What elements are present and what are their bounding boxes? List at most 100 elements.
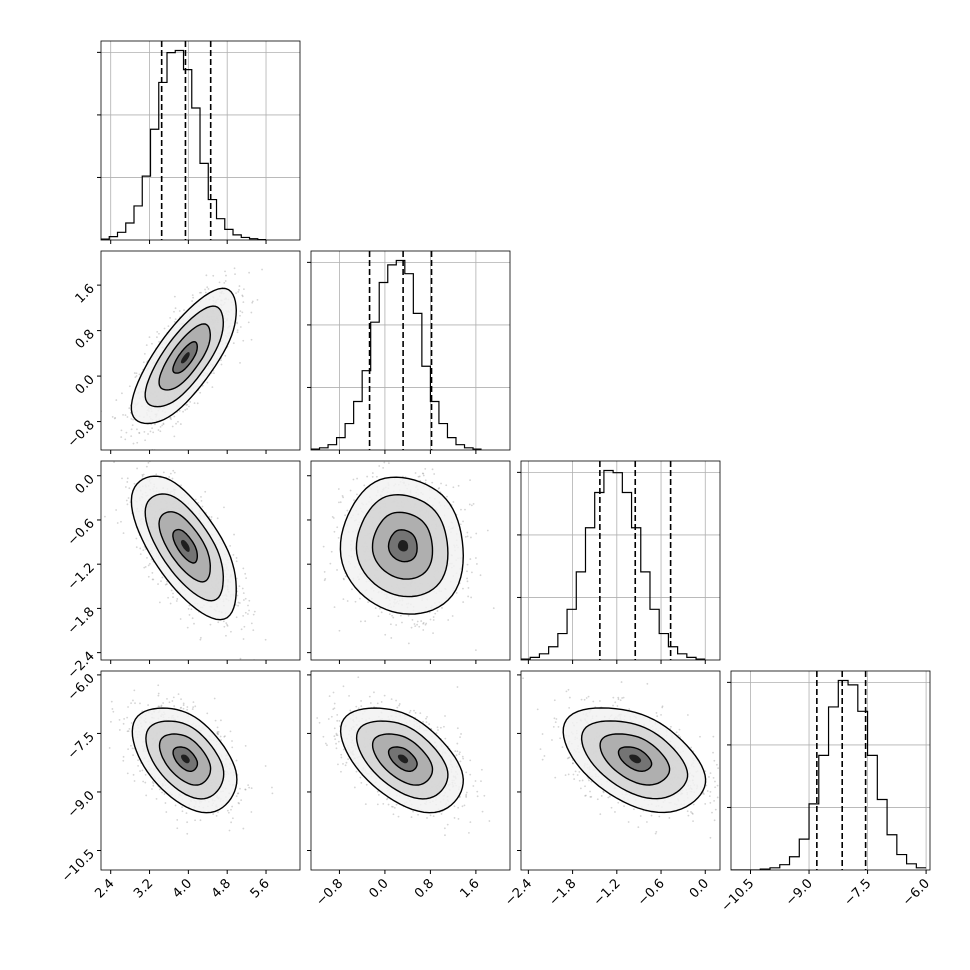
pair-2-0-point [191,617,194,620]
pair-1-0-point [151,342,153,345]
pair-2-1 [307,454,511,664]
pair-2-0-point [240,628,243,631]
hist-3-x-tick-label-1: −9.0 [783,876,816,909]
pair-1-0-point [178,310,181,312]
pair-1-0-point [239,314,241,317]
pair-1-0-point [111,415,114,418]
pair-2-1-point [422,472,425,475]
pair-1-0-y-tick-label-0: −0.8 [65,418,98,451]
pair-2-1-point [416,620,419,623]
pair-2-1-point [466,580,469,583]
pair-1-0-point [205,274,208,277]
pair-3-0-point [163,793,166,795]
pair-1-0-point [130,463,132,465]
pair-2-0-point [135,546,138,549]
pair-1-0-point [185,404,188,406]
pair-1-0-point [200,291,202,294]
pair-3-0: −10.5−9.0−7.5−6.02.4 3.2 4.0 4.8 5.6 [59,670,301,901]
pair-1-0-point [207,288,210,290]
pair-2-0-point [233,533,235,536]
pair-1-0-point [173,320,176,323]
pair-2-0-point [151,578,154,581]
pair-2-0-point [121,477,123,480]
pair-2-0-point [138,455,140,457]
hist-2-frame [520,460,721,661]
pair-2-1-point [464,536,467,538]
pair-2-1-point [479,574,482,577]
pair-2-0-point [172,469,175,472]
pair-2-0-point [176,598,179,600]
pair-3-0-point [231,817,234,820]
pair-1-0-point [142,361,145,364]
pair-2-0-point [115,509,118,511]
pair-2-1-point [371,476,374,478]
pair-2-0-point [141,475,144,478]
pair-1-0-point [206,286,209,289]
pair-1-0-point [158,340,161,343]
pair-2-0-point [135,537,138,540]
pair-1-0-point [173,435,176,438]
pair-2-0-point [242,592,245,595]
pair-1-0-point [189,401,192,403]
pair-2-0-point [155,473,158,476]
pair-1-0-point [174,318,177,320]
pair-2-0-point [238,585,241,588]
pair-2-1-point [346,509,349,512]
hist-0 [97,40,301,244]
pair-2-1-point [460,508,462,511]
pair-2-1-point [359,597,361,600]
pair-2-1-point [462,587,464,590]
pair-2-1-point [451,615,454,617]
pair-1-0-point [113,417,116,420]
pair-3-0-point [217,733,219,736]
pair-2-0-point [226,623,228,626]
pair-1-0-point [170,418,172,421]
pair-1-0-point [126,416,129,418]
pair-2-1-point [407,454,409,456]
pair-2-0-point [180,484,182,487]
pair-1-0-point [128,407,131,410]
pair-1-0-point [234,273,236,275]
pair-2-0-point [209,623,212,626]
pair-2-1-point [346,600,349,602]
hist-1-histogram-line [311,259,482,450]
pair-3-0-point [227,811,230,814]
pair-2-0-point [172,592,174,595]
pair-2-0-point [122,532,125,535]
pair-2-0-point [242,567,245,570]
pair-2-0-point [236,594,239,597]
pair-1-0-point [152,431,155,434]
pair-1-0-point [169,417,172,419]
pair-2-1-point [472,502,475,505]
pair-1-0-point [232,342,235,345]
pair-1-0-point [224,270,226,273]
pair-2-0-point [120,520,122,523]
pair-2-0: −2.4−1.8−1.2−0.60.0 [65,421,301,682]
hist-1-frame [310,250,511,451]
pair-2-1-point [464,508,466,511]
pair-2-1-point [467,587,470,589]
pair-2-1-point [466,570,468,573]
pair-1-0-point [179,423,182,425]
pair-2-1-point [432,619,435,621]
pair-1-0-point [250,311,253,314]
pair-2-0-point [157,583,159,585]
pair-2-0-point [199,638,202,641]
pair-2-0-point [147,575,150,578]
pair-2-1-point [374,456,376,458]
pair-1-0-point [124,414,127,417]
pair-2-0-point [217,621,220,624]
pair-3-0-point [145,794,148,797]
pair-2-1-point [384,633,387,636]
pair-2-1-point [392,616,395,619]
pair-2-0-point [144,565,147,568]
pair-2-0-point [128,487,131,490]
pair-1-0-point [130,435,133,438]
pair-2-0-point [102,421,104,423]
pair-2-1-point [433,473,436,475]
pair-2-0-point [161,576,164,579]
pair-3-0-point [126,772,129,775]
pair-2-1-point [471,571,473,574]
pair-3-0-point [161,791,164,794]
